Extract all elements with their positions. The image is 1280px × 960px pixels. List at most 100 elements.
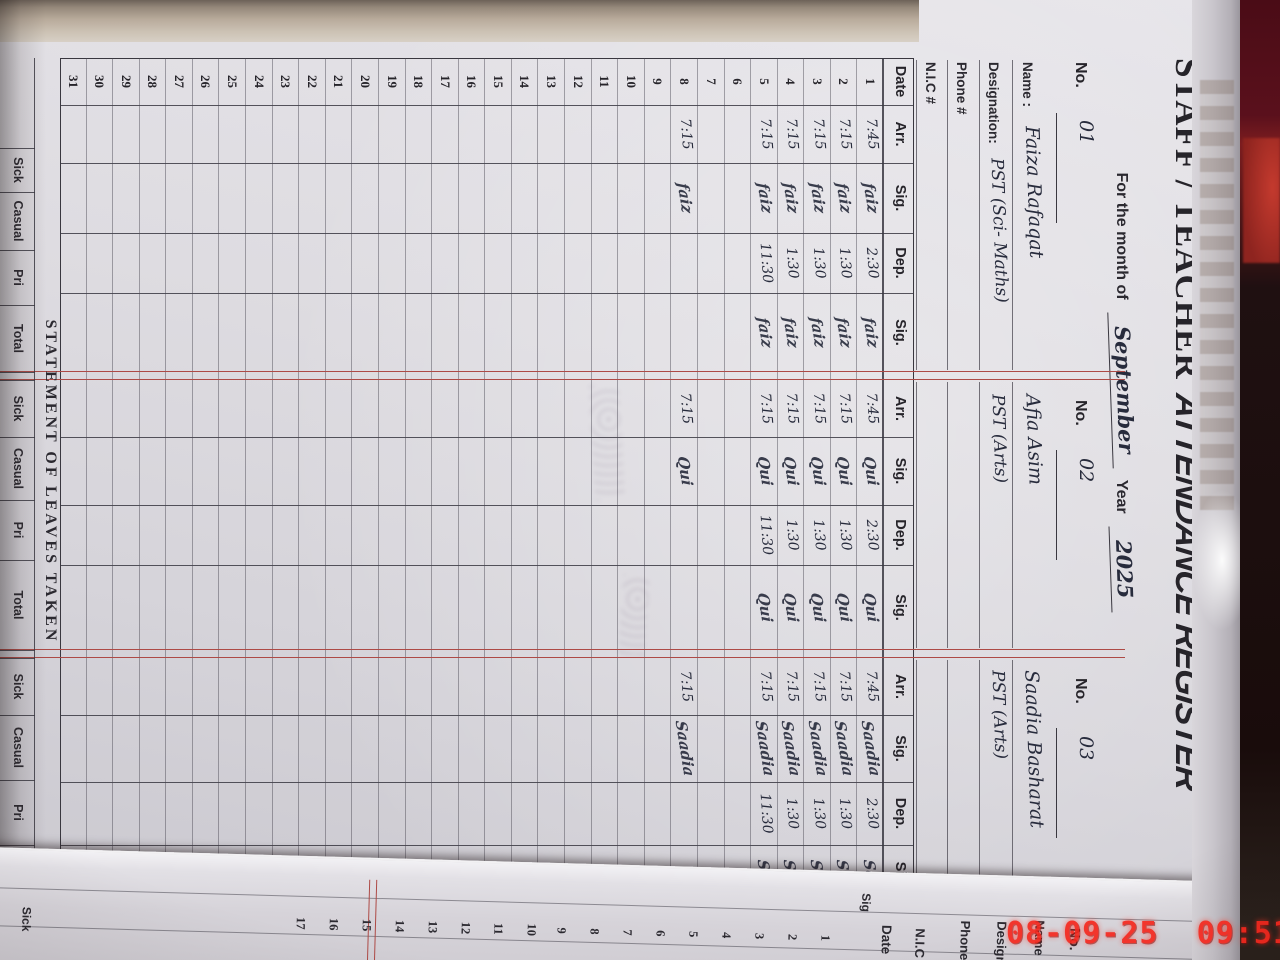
- leaves-column-header: Sick: [11, 395, 25, 422]
- row-line: [85, 58, 87, 905]
- leaves-top-line: [33, 58, 35, 905]
- date-column-header: Date: [892, 65, 908, 98]
- row-line: [643, 58, 645, 905]
- section-divider-red-line: [0, 649, 1125, 658]
- column-header: Sig.: [892, 594, 908, 621]
- book-spine-edge: [1192, 0, 1252, 960]
- leaves-column-line: [0, 658, 35, 659]
- row-line: [191, 58, 193, 905]
- date-number: 9: [650, 78, 666, 85]
- row-line: [298, 58, 300, 905]
- teacher-name-handwritten: Afia Asim: [1021, 393, 1047, 486]
- no-underline: [1056, 728, 1057, 838]
- leaves-column-line: [0, 500, 35, 501]
- ruled-line: [916, 382, 917, 648]
- date-number: 2: [836, 78, 852, 85]
- page-edge-band: [0, 0, 919, 42]
- date-number: 27: [171, 75, 187, 88]
- row-line: [112, 58, 114, 905]
- date-number: 24: [251, 75, 267, 88]
- teacher-name-handwritten: Saadia Basharat: [1020, 669, 1048, 829]
- date-number: 18: [411, 75, 427, 88]
- leaves-column-line: [0, 560, 35, 561]
- ruled-line: [1012, 382, 1013, 648]
- ruled-line: [947, 382, 948, 648]
- month-label: For the month of: [1113, 172, 1130, 300]
- year-value-handwritten: 2025: [1108, 525, 1139, 613]
- row-line: [245, 58, 247, 905]
- row-line: [138, 58, 140, 905]
- camera-timestamp: 08-09-25 09:51: [1006, 916, 1280, 951]
- date-number: 30: [92, 75, 108, 88]
- no-label: No.: [1072, 400, 1089, 426]
- row-line: [670, 58, 672, 905]
- spine-tape-texture: [1200, 80, 1234, 510]
- row-line: [218, 58, 220, 905]
- leaves-column-line: [0, 780, 35, 781]
- column-header: Dep.: [892, 519, 908, 551]
- row-line: [165, 58, 167, 905]
- column-header: Arr.: [892, 674, 908, 699]
- column-header: Dep.: [892, 247, 908, 279]
- designation-handwritten: PST (Arts): [987, 669, 1011, 760]
- leaves-column-line: [0, 437, 35, 438]
- under-date-number: 12: [458, 921, 473, 935]
- section-divider-red-line: [0, 371, 1125, 380]
- leaves-column-line: [0, 372, 35, 373]
- date-number: 20: [357, 75, 373, 88]
- under-date-number: 17: [293, 916, 308, 930]
- leaves-column-line: [0, 845, 35, 846]
- date-number: 29: [118, 75, 134, 88]
- row-line: [723, 58, 725, 905]
- ruled-line: [979, 382, 980, 648]
- under-date-number: 3: [752, 932, 767, 940]
- under-sig-header: Sig: [858, 893, 874, 913]
- column-header: Sig.: [892, 184, 908, 212]
- leaves-column-header: Pri: [11, 521, 25, 539]
- phone-label: Phone #: [954, 62, 969, 115]
- date-number: 11: [597, 75, 613, 88]
- leaves-column-header: Pri: [11, 804, 25, 821]
- under-date-number: 8: [587, 928, 602, 935]
- leaves-column-header: Casual: [11, 200, 25, 242]
- date-number: 23: [278, 75, 294, 88]
- leaves-column-line: [0, 650, 35, 651]
- date-number: 25: [225, 75, 241, 88]
- date-number: 22: [304, 75, 320, 88]
- under-date-number: 10: [524, 923, 539, 937]
- register-page: STAFF / TEACHER ATTENDANCE REGISTER For …: [0, 0, 1237, 960]
- no-underline: [1056, 450, 1057, 560]
- no-value: 03: [1075, 736, 1097, 761]
- attendance-time-entry: 7:15: [756, 392, 775, 425]
- under-date-number: 16: [326, 917, 341, 931]
- no-value: 02: [1075, 458, 1097, 483]
- no-underline: [1056, 113, 1057, 223]
- under-date-number: 11: [491, 922, 506, 935]
- under-date-number: 2: [785, 933, 800, 941]
- date-number: 14: [517, 75, 533, 88]
- ruled-line: [1012, 60, 1013, 370]
- row-line: [510, 58, 512, 905]
- under-date-number: 14: [392, 919, 407, 933]
- under-date-number: 15: [359, 918, 374, 932]
- under-nic-label: N.I.C #: [911, 928, 928, 960]
- under-date-header: Date: [878, 924, 895, 955]
- leaves-column-line: [0, 148, 35, 149]
- date-number: 21: [331, 75, 347, 88]
- date-number: 16: [464, 75, 480, 88]
- under-date-number: 4: [719, 931, 734, 939]
- designation-handwritten: PST (Arts): [987, 393, 1011, 484]
- date-number: 15: [490, 75, 506, 88]
- date-number: 5: [756, 78, 772, 85]
- date-number: 10: [623, 75, 639, 88]
- date-number: 31: [65, 75, 81, 88]
- date-number: 28: [145, 75, 161, 88]
- leaves-column-line: [0, 305, 35, 306]
- column-header: Arr.: [892, 121, 908, 147]
- under-date-number: 6: [653, 930, 668, 937]
- leaves-column-header: Total: [11, 324, 25, 353]
- date-number: 17: [437, 75, 453, 88]
- column-header: Sig.: [892, 735, 908, 762]
- designation-handwritten: PST (Sci- Maths): [986, 157, 1012, 304]
- date-number: 12: [570, 75, 586, 88]
